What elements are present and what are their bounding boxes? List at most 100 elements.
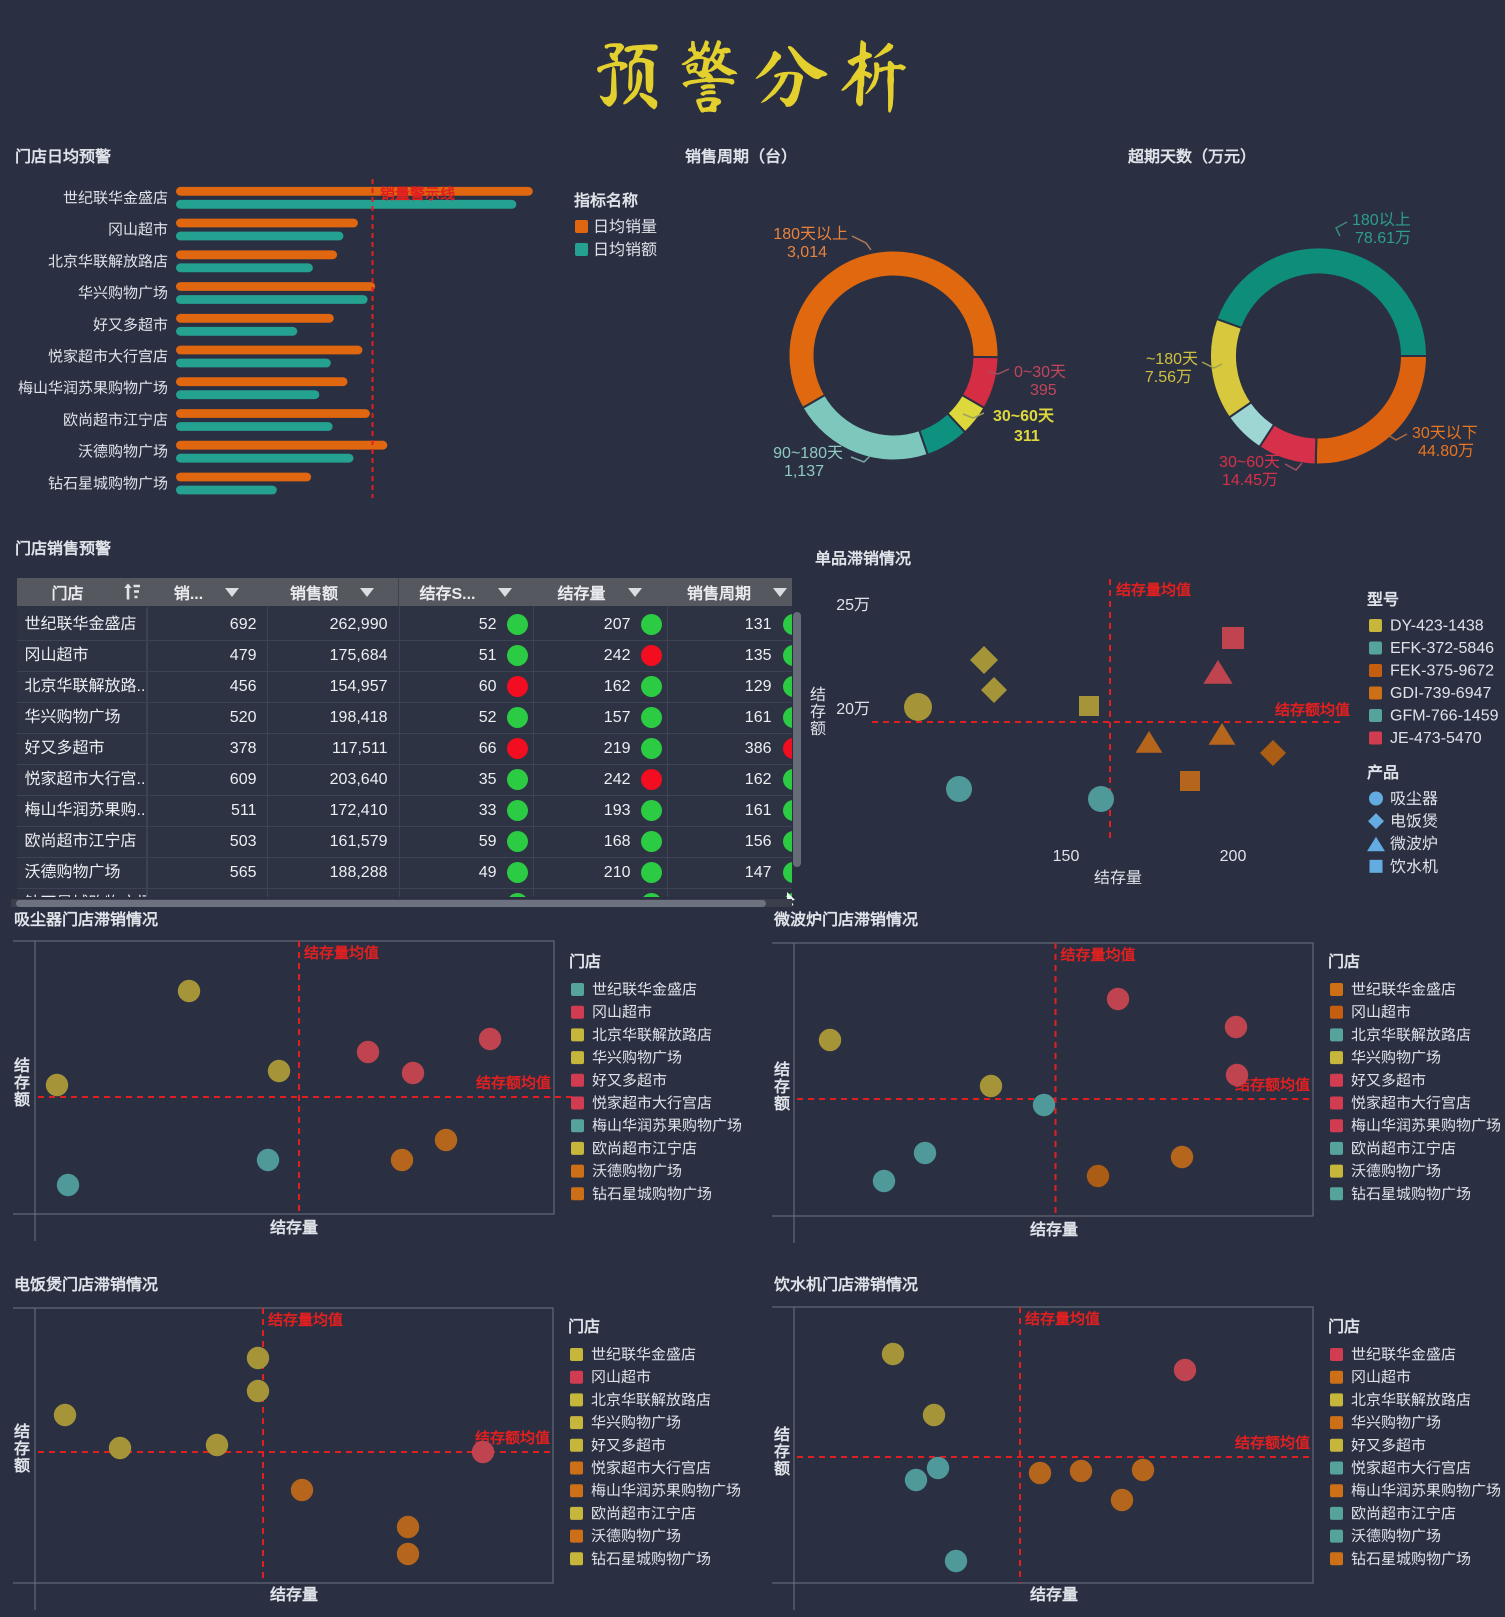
- svg-text:梅山华润苏果购物广场: 梅山华润苏果购物广场: [592, 1118, 742, 1135]
- svg-text:微波炉门店滞销情况: 微波炉门店滞销情况: [773, 911, 918, 929]
- svg-text:悦家超市大行宫店: 悦家超市大行宫店: [591, 1460, 711, 1477]
- svg-text:结存额均值: 结存额均值: [476, 1075, 551, 1092]
- svg-text:世纪联华金盛店: 世纪联华金盛店: [63, 190, 168, 207]
- svg-text:结存额均值: 结存额均值: [1235, 1435, 1310, 1452]
- svg-text:25万: 25万: [836, 597, 870, 614]
- svg-text:90~180天: 90~180天: [773, 445, 843, 462]
- svg-text:饮水机门店滞销情况: 饮水机门店滞销情况: [773, 1276, 918, 1294]
- svg-text:产品: 产品: [1367, 764, 1399, 782]
- svg-text:GFM-766-1459: GFM-766-1459: [1390, 708, 1499, 725]
- svg-text:3,014: 3,014: [787, 244, 827, 261]
- svg-text:额: 额: [810, 720, 826, 738]
- svg-text:150: 150: [1053, 848, 1080, 865]
- svg-text:结存量: 结存量: [1030, 1586, 1078, 1604]
- svg-text:钻石星城购物广场: 钻石星城购物广场: [1351, 1186, 1471, 1203]
- svg-text:0~30天: 0~30天: [1014, 364, 1066, 381]
- svg-text:DY-423-1438: DY-423-1438: [1390, 618, 1484, 635]
- svg-text:存: 存: [14, 1074, 30, 1092]
- svg-text:7.56万: 7.56万: [1145, 369, 1192, 386]
- svg-text:结存量: 结存量: [1094, 869, 1142, 887]
- svg-text:门店: 门店: [1328, 1318, 1360, 1336]
- svg-text:北京华联解放路店: 北京华联解放路店: [1351, 1392, 1471, 1409]
- svg-text:销量警示线: 销量警示线: [380, 186, 455, 203]
- svg-text:吸尘器: 吸尘器: [1390, 790, 1438, 808]
- svg-text:1,137: 1,137: [784, 463, 824, 480]
- svg-text:沃德购物广场: 沃德购物广场: [1351, 1163, 1441, 1180]
- svg-text:欧尚超市江宁店: 欧尚超市江宁店: [1351, 1140, 1456, 1157]
- svg-text:额: 额: [774, 1460, 790, 1478]
- svg-text:梅山华润苏果购物广场: 梅山华润苏果购物广场: [591, 1483, 741, 1500]
- svg-text:华兴购物广场: 华兴购物广场: [591, 1415, 681, 1432]
- svg-text:30~60天: 30~60天: [993, 408, 1055, 425]
- svg-text:额: 额: [14, 1091, 30, 1109]
- svg-text:78.61万: 78.61万: [1355, 230, 1411, 247]
- svg-text:冈山超市: 冈山超市: [1351, 1004, 1411, 1021]
- svg-text:好又多超市: 好又多超市: [1351, 1072, 1426, 1089]
- svg-text:存: 存: [774, 1078, 790, 1096]
- svg-text:欧尚超市江宁店: 欧尚超市江宁店: [1351, 1505, 1456, 1522]
- svg-text:微波炉: 微波炉: [1390, 835, 1438, 853]
- svg-text:门店销售预警: 门店销售预警: [15, 540, 111, 558]
- svg-text:单品滞销情况: 单品滞销情况: [815, 550, 911, 568]
- svg-text:30天以下: 30天以下: [1412, 425, 1478, 442]
- svg-text:结存量: 结存量: [270, 1219, 318, 1237]
- svg-text:结存量均值: 结存量均值: [1025, 1311, 1100, 1328]
- svg-text:钻石星城购物广场: 钻石星城购物广场: [592, 1186, 712, 1203]
- svg-text:好又多超市: 好又多超市: [592, 1072, 667, 1089]
- svg-text:北京华联解放路店: 北京华联解放路店: [1351, 1027, 1471, 1044]
- svg-text:欧尚超市江宁店: 欧尚超市江宁店: [591, 1505, 696, 1522]
- svg-text:欧尚超市江宁店: 欧尚超市江宁店: [592, 1140, 697, 1157]
- svg-text:北京华联解放路店: 北京华联解放路店: [592, 1027, 712, 1044]
- svg-text:钻石星城购物广场: 钻石星城购物广场: [48, 476, 168, 493]
- svg-text:门店: 门店: [1328, 953, 1360, 971]
- svg-text:梅山华润苏果购物广场: 梅山华润苏果购物广场: [18, 380, 168, 397]
- svg-text:世纪联华金盛店: 世纪联华金盛店: [592, 982, 697, 999]
- svg-text:30~60天: 30~60天: [1219, 454, 1280, 471]
- svg-text:世纪联华金盛店: 世纪联华金盛店: [591, 1347, 696, 1364]
- svg-text:门店日均预警: 门店日均预警: [15, 148, 111, 166]
- svg-text:额: 额: [14, 1457, 30, 1475]
- svg-text:结: 结: [774, 1061, 790, 1079]
- svg-text:44.80万: 44.80万: [1418, 443, 1474, 460]
- svg-text:311: 311: [1014, 428, 1040, 445]
- svg-text:销售周期（台）: 销售周期（台）: [685, 147, 797, 166]
- svg-text:额: 额: [774, 1095, 790, 1113]
- svg-text:日均销量: 日均销量: [593, 218, 657, 236]
- svg-text:结存额均值: 结存额均值: [475, 1430, 550, 1447]
- svg-text:EFK-372-5846: EFK-372-5846: [1390, 640, 1494, 657]
- svg-text:冈山超市: 冈山超市: [592, 1004, 652, 1021]
- svg-text:JE-473-5470: JE-473-5470: [1390, 730, 1482, 747]
- svg-text:结: 结: [14, 1423, 30, 1441]
- svg-text:沃德购物广场: 沃德购物广场: [591, 1528, 681, 1545]
- svg-text:世纪联华金盛店: 世纪联华金盛店: [1351, 982, 1456, 999]
- svg-text:北京华联解放路店: 北京华联解放路店: [48, 253, 168, 270]
- svg-text:存: 存: [810, 703, 826, 721]
- svg-text:结存量均值: 结存量均值: [1061, 947, 1136, 964]
- svg-text:结存量均值: 结存量均值: [1116, 582, 1191, 599]
- svg-text:华兴购物广场: 华兴购物广场: [592, 1050, 682, 1067]
- svg-text:电饭煲: 电饭煲: [1390, 813, 1438, 831]
- svg-text:结: 结: [774, 1426, 790, 1444]
- svg-text:结存量均值: 结存量均值: [268, 1312, 343, 1329]
- svg-text:世纪联华金盛店: 世纪联华金盛店: [1351, 1347, 1456, 1364]
- svg-text:沃德购物广场: 沃德购物广场: [592, 1163, 682, 1180]
- svg-text:结存额均值: 结存额均值: [1275, 702, 1350, 719]
- svg-text:悦家超市大行宫店: 悦家超市大行宫店: [1351, 1095, 1471, 1112]
- svg-text:吸尘器门店滞销情况: 吸尘器门店滞销情况: [14, 911, 158, 929]
- svg-text:超期天数（万元）: 超期天数（万元）: [1127, 147, 1256, 166]
- svg-text:华兴购物广场: 华兴购物广场: [1351, 1050, 1441, 1067]
- svg-text:180天以上: 180天以上: [773, 225, 848, 243]
- svg-text:~180天: ~180天: [1146, 351, 1198, 368]
- svg-text:结: 结: [14, 1057, 30, 1075]
- svg-text:FEK-375-9672: FEK-375-9672: [1390, 663, 1494, 680]
- svg-text:冈山超市: 冈山超市: [591, 1369, 651, 1386]
- svg-text:型号: 型号: [1367, 591, 1399, 609]
- svg-text:悦家超市大行宫店: 悦家超市大行宫店: [592, 1095, 712, 1112]
- svg-text:沃德购物广场: 沃德购物广场: [1351, 1528, 1441, 1545]
- svg-text:20万: 20万: [836, 701, 870, 718]
- svg-text:指标名称: 指标名称: [574, 192, 638, 210]
- svg-text:结存额均值: 结存额均值: [1235, 1077, 1310, 1094]
- svg-text:存: 存: [774, 1443, 790, 1461]
- svg-text:好又多超市: 好又多超市: [93, 317, 168, 334]
- svg-text:钻石星城购物广场: 钻石星城购物广场: [591, 1551, 711, 1568]
